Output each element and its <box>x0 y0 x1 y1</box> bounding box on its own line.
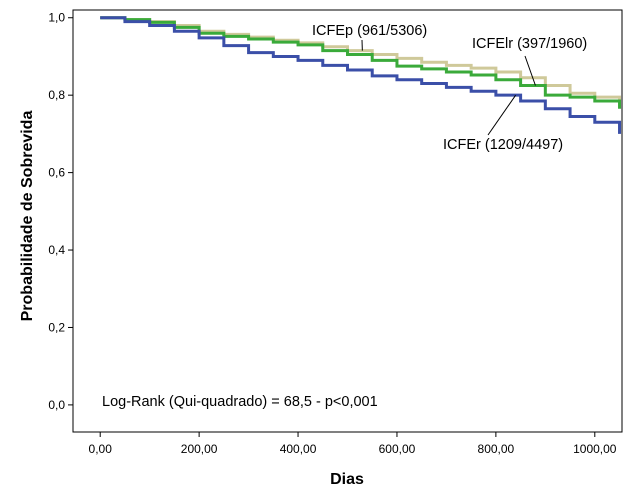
series-line-3 <box>100 16 622 134</box>
y-axis-title: Probabilidade de Sobrevida <box>19 111 36 322</box>
log-rank-annotation: Log-Rank (Qui-quadrado) = 68,5 - p<0,001 <box>102 394 378 410</box>
label-leader-line <box>487 94 517 136</box>
y-tick-label: 0,2 <box>48 320 65 334</box>
x-axis-title: Dias <box>330 471 364 488</box>
series-layer <box>100 16 622 134</box>
y-tick-label: 0,0 <box>48 398 65 412</box>
y-tick-label: 0,6 <box>48 166 65 180</box>
plot-frame <box>72 9 623 433</box>
x-tick-label: 600,00 <box>379 442 416 456</box>
series-label-1: ICFEp (961/5306) <box>312 23 427 39</box>
annotation-layer: ICFEp (961/5306) ICFElr (397/1960) ICFEr (… <box>312 23 587 153</box>
x-tick-label: 200,00 <box>181 442 218 456</box>
y-tick-label: 0,8 <box>48 88 65 102</box>
series-label-3: ICFEr (1209/4497) <box>443 137 563 153</box>
x-tick-label: 0,00 <box>89 442 113 456</box>
y-axis: 0,0 0,2 0,4 0,6 0,8 1,0 <box>48 11 73 412</box>
y-tick-label: 0,4 <box>48 243 65 257</box>
x-axis: 0,00 200,00 400,00 600,00 800,00 1000,00 <box>89 432 617 456</box>
series-line-2 <box>100 16 622 109</box>
x-tick-label: 800,00 <box>478 442 515 456</box>
series-line-1 <box>100 16 622 101</box>
x-tick-label: 1000,00 <box>573 442 617 456</box>
label-leader-line <box>524 55 536 86</box>
series-label-2: ICFElr (397/1960) <box>472 36 587 52</box>
y-tick-label: 1,0 <box>48 11 65 25</box>
x-tick-label: 400,00 <box>280 442 317 456</box>
